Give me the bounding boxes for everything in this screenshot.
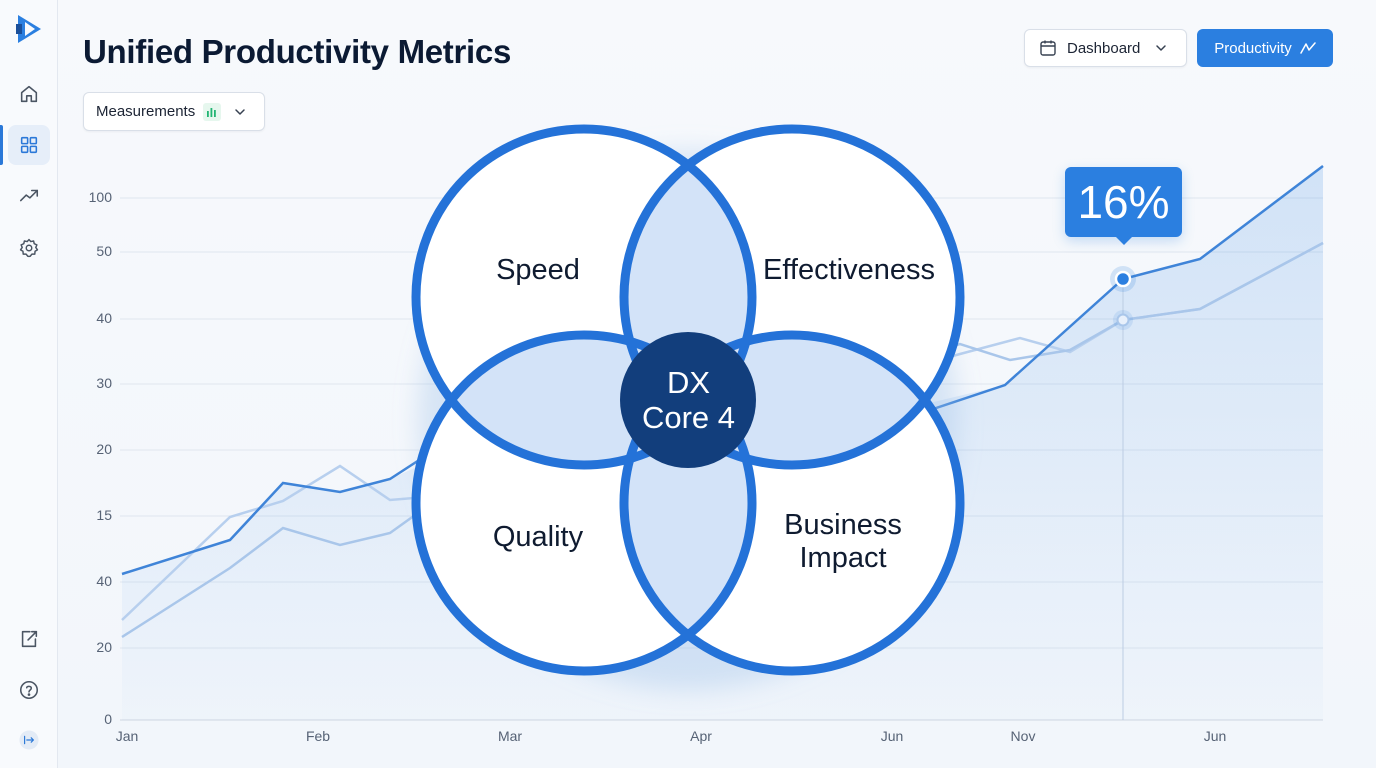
x-tick-label: Nov <box>1010 728 1036 744</box>
calendar-icon <box>1040 40 1056 56</box>
y-tick-label: 20 <box>96 441 112 457</box>
y-tick-label: 50 <box>96 243 112 259</box>
x-tick-label: Feb <box>305 728 331 744</box>
page-title: Unified Productivity Metrics <box>83 33 512 70</box>
venn-label-speed: Speed <box>496 254 580 286</box>
y-tick-label: 40 <box>96 310 112 326</box>
home-icon <box>20 85 38 103</box>
dashboard-dropdown[interactable]: Dashboard <box>1024 29 1187 67</box>
chevron-down-icon <box>1156 45 1167 51</box>
grid-icon <box>20 136 38 154</box>
export-icon <box>21 630 38 648</box>
venn-label-effectiveness: Effectiveness <box>763 254 935 286</box>
sidebar-item-collapse[interactable] <box>8 720 50 760</box>
core-label-core4: Core 4 <box>641 400 736 435</box>
x-tick-label: Mar <box>497 728 523 744</box>
hover-point-secondary <box>1116 313 1130 327</box>
sidebar <box>0 0 58 768</box>
measurements-dropdown[interactable]: Measurements <box>83 92 265 131</box>
trending-up-icon <box>19 189 39 202</box>
productivity-label: Productivity <box>1214 39 1292 57</box>
hover-point[interactable] <box>1114 270 1132 288</box>
chevron-down-icon <box>235 108 245 115</box>
y-tick-label: 30 <box>96 375 112 391</box>
x-tick-label: Jun <box>1203 728 1227 744</box>
y-tick-label: 20 <box>96 639 112 655</box>
dashboard-label: Dashboard <box>1067 39 1141 57</box>
sidebar-item-help[interactable] <box>8 670 50 710</box>
x-tick-label: Jun <box>880 728 904 744</box>
venn-label-quality: Quality <box>492 521 584 553</box>
sidebar-item-dashboard[interactable] <box>8 125 50 165</box>
productivity-button[interactable]: Productivity <box>1197 29 1333 67</box>
bar-chart-icon <box>203 102 222 121</box>
x-tick-label: Jan <box>115 728 139 744</box>
venn-rings <box>411 124 965 676</box>
venn-label-business: Business <box>784 509 902 541</box>
settings-icon <box>19 238 39 258</box>
y-tick-label: 40 <box>96 573 112 589</box>
trend-icon <box>1300 42 1316 54</box>
collapse-icon <box>19 730 39 750</box>
core-label: DX Core 4 <box>620 365 757 435</box>
measurements-label: Measurements <box>96 103 196 120</box>
venn-label-impact: Impact <box>799 542 887 574</box>
logo-icon <box>16 15 41 43</box>
sidebar-item-trends[interactable] <box>8 176 50 216</box>
venn-diagram <box>411 124 965 690</box>
value-tooltip: 16% <box>1065 167 1182 237</box>
active-indicator <box>0 125 3 165</box>
y-tick-label: 0 <box>104 711 112 727</box>
y-tick-label: 15 <box>96 507 112 523</box>
core-label-dx: DX <box>666 365 711 400</box>
sidebar-item-settings[interactable] <box>8 228 50 268</box>
sidebar-item-export[interactable] <box>8 619 50 659</box>
help-icon <box>19 680 39 700</box>
y-tick-label: 100 <box>88 189 112 205</box>
sidebar-item-home[interactable] <box>8 74 50 114</box>
core-circle <box>620 332 756 468</box>
venn-label-business-impact: Business Impact <box>758 509 928 575</box>
x-tick-label: Apr <box>690 728 712 744</box>
